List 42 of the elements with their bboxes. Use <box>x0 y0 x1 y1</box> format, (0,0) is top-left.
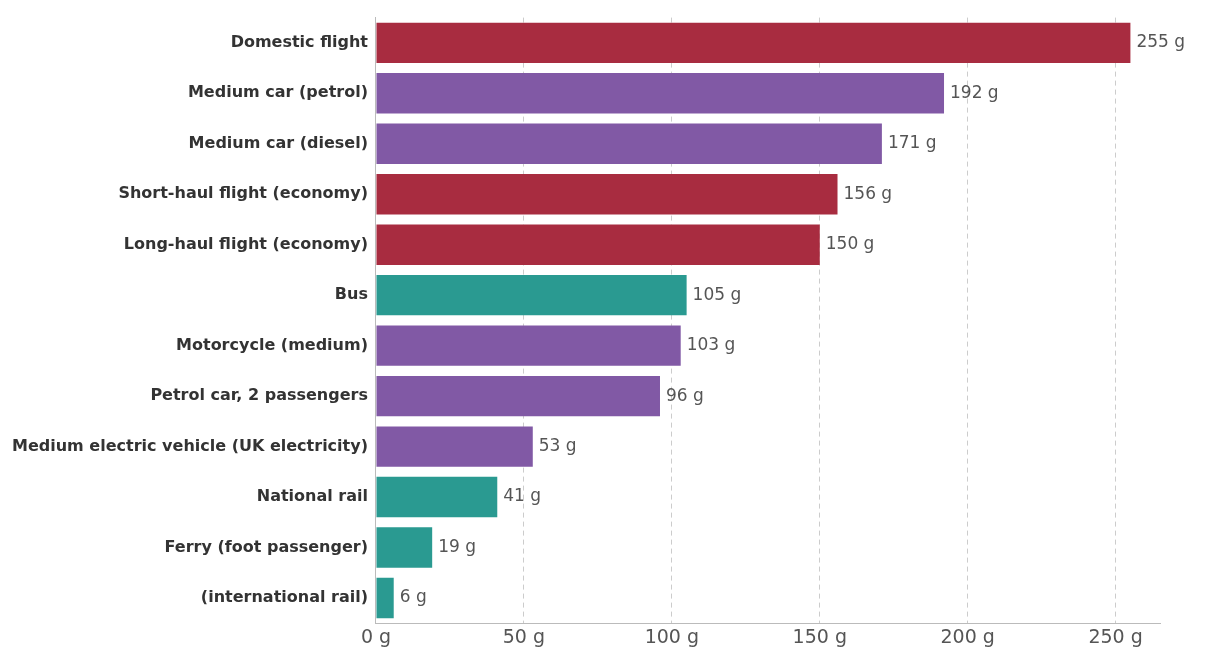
x-tick-label: 100 g <box>644 624 700 647</box>
data-label: 96 g <box>666 384 704 405</box>
y-tick-label: Medium car (diesel) <box>188 132 368 152</box>
x-tick-label: 200 g <box>940 624 995 647</box>
bar <box>376 274 687 316</box>
data-label: 105 g <box>692 283 742 304</box>
y-tick-label: Ferry (foot passenger) <box>164 536 368 556</box>
data-label: 53 g <box>538 434 577 455</box>
data-label: 19 g <box>438 535 477 556</box>
data-label: 6 g <box>399 586 427 607</box>
y-tick-label: Petrol car, 2 passengers <box>150 385 368 405</box>
data-label: 171 g <box>887 132 937 153</box>
x-tick-label: 50 g <box>502 624 546 647</box>
bar <box>376 73 945 114</box>
bar <box>376 123 882 164</box>
y-tick-label: Domestic flight <box>230 31 369 51</box>
x-tick-label: 250 g <box>1088 624 1143 647</box>
data-label: 150 g <box>825 233 875 254</box>
y-tick-label: Motorcycle (medium) <box>176 334 368 354</box>
y-tick-label: (international rail) <box>200 587 368 607</box>
bar <box>376 224 820 265</box>
data-label: 41 g <box>503 485 542 506</box>
bar <box>376 577 394 619</box>
y-tick-label: Long-haul flight (economy) <box>123 233 368 253</box>
y-tick-label: Bus <box>334 284 368 304</box>
bar <box>376 375 660 417</box>
x-tick-label: 150 g <box>792 624 847 647</box>
y-tick-label: National rail <box>256 486 368 506</box>
bar <box>376 426 533 467</box>
data-label: 192 g <box>950 81 999 102</box>
y-tick-label: Medium car (petrol) <box>187 82 368 102</box>
data-label: 255 g <box>1136 31 1186 52</box>
bar <box>376 22 1131 64</box>
bar <box>376 325 681 366</box>
bar <box>376 476 498 518</box>
y-tick-label: Medium electric vehicle (UK electricity) <box>12 435 368 455</box>
data-label: 103 g <box>686 334 736 355</box>
bar <box>376 174 838 215</box>
data-label: 156 g <box>843 182 893 203</box>
y-tick-label: Short-haul flight (economy) <box>118 183 368 203</box>
x-tick-label: 0 g <box>360 624 392 647</box>
bar <box>376 527 433 568</box>
